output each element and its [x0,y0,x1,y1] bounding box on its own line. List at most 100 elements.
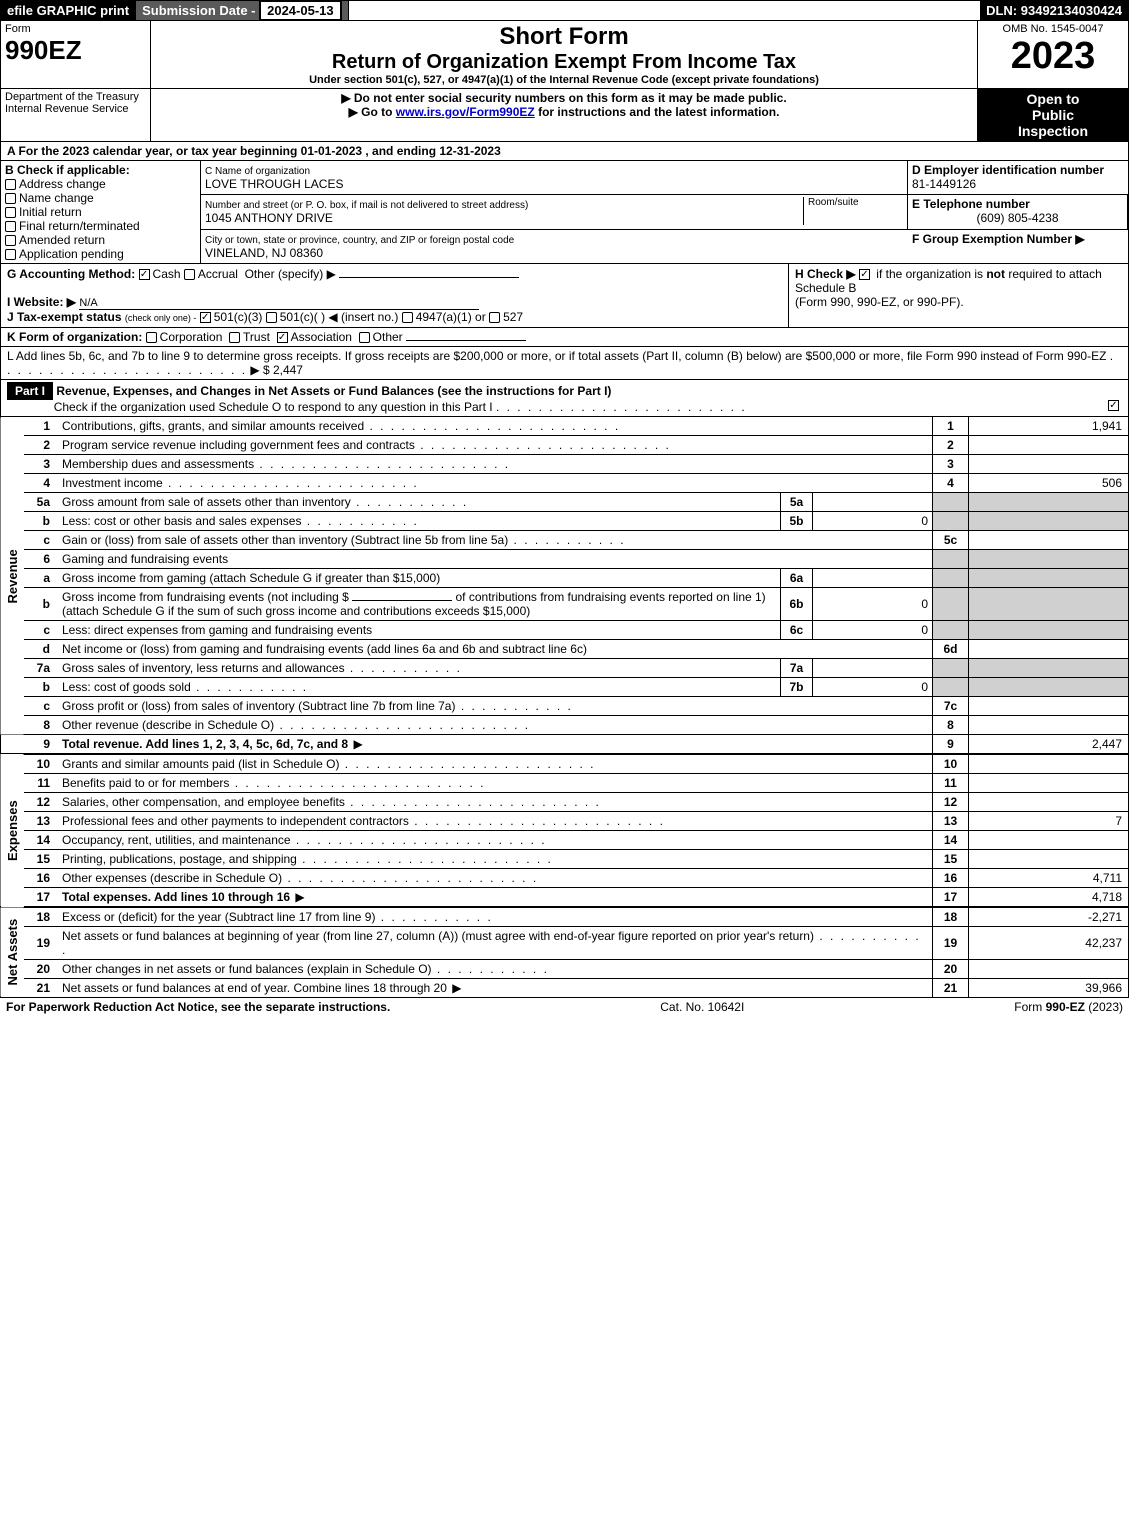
section-bcd: B Check if applicable: Address change Na… [0,161,1129,264]
section-g: G Accounting Method: Cash Accrual Other … [1,264,788,327]
checkbox-schedule-b-not-required[interactable] [859,269,870,280]
omb-number: OMB No. 1545-0047 [982,23,1124,35]
checkbox-527[interactable] [489,312,500,323]
checkbox-initial-return[interactable] [5,207,16,218]
checkbox-accrual[interactable] [184,269,195,280]
checkbox-association[interactable] [277,332,288,343]
table-row: c Gross profit or (loss) from sales of i… [1,697,1129,716]
table-row: 17 Total expenses. Add lines 10 through … [1,888,1129,908]
top-bar: efile GRAPHIC print Submission Date - 20… [0,0,1129,21]
goto-line: ▶ Go to www.irs.gov/Form990EZ for instru… [155,105,973,119]
dln: DLN: 93492134030424 [980,1,1128,20]
line-6d-value [969,640,1129,659]
table-row: a Gross income from gaming (attach Sched… [1,569,1129,588]
section-d: D Employer identification number 81-1449… [908,161,1128,195]
line-2-value [969,436,1129,455]
room-suite: Room/suite [803,197,903,225]
other-org-input[interactable] [406,340,526,341]
checkbox-4947[interactable] [402,312,413,323]
gross-receipts: ▶ $ 2,447 [250,363,303,377]
line-20-value [969,960,1129,979]
table-row: Revenue 1 Contributions, gifts, grants, … [1,417,1129,436]
table-row: c Less: direct expenses from gaming and … [1,621,1129,640]
instructions-cell: ▶ Do not enter social security numbers o… [151,89,978,142]
line-13-value: 7 [969,812,1129,831]
checkbox-cash[interactable] [139,269,150,280]
line-7c-value [969,697,1129,716]
line-6b-contrib-input[interactable] [352,600,452,601]
submission-date-value: 2024-05-13 [259,0,342,21]
c-address: Number and street (or P. O. box, if mail… [201,195,908,229]
line-3-value [969,455,1129,474]
table-row: 14 Occupancy, rent, utilities, and maint… [1,831,1129,850]
line-4-value: 506 [969,474,1129,493]
org-city: VINELAND, NJ 08360 [205,246,323,260]
table-row: 5a Gross amount from sale of assets othe… [1,493,1129,512]
ssn-warning: ▶ Do not enter social security numbers o… [155,91,973,105]
section-gh: G Accounting Method: Cash Accrual Other … [0,264,1129,328]
part-1-title: Revenue, Expenses, and Changes in Net As… [56,384,611,398]
org-address: 1045 ANTHONY DRIVE [205,211,333,225]
tax-exempt-label: J Tax-exempt status [7,310,122,324]
checkbox-corporation[interactable] [146,332,157,343]
section-b: B Check if applicable: Address change Na… [1,161,201,264]
line-17-value: 4,718 [969,888,1129,908]
table-row: Net Assets 18 Excess or (deficit) for th… [1,907,1129,927]
paperwork-notice: For Paperwork Reduction Act Notice, see … [6,1000,390,1014]
efile-print[interactable]: efile GRAPHIC print [1,1,136,20]
line-18-value: -2,271 [969,907,1129,927]
form-header: Form 990EZ Short Form Return of Organiza… [0,21,1129,142]
table-row: 12 Salaries, other compensation, and emp… [1,793,1129,812]
line-14-value [969,831,1129,850]
table-row: b Less: cost of goods sold 7b 0 [1,678,1129,697]
checkbox-501c3[interactable] [200,312,211,323]
checkbox-501c[interactable] [266,312,277,323]
short-form-title: Short Form [155,23,973,51]
checkbox-final-return[interactable] [5,221,16,232]
table-row: 7a Gross sales of inventory, less return… [1,659,1129,678]
section-k: K Form of organization: Corporation Trus… [0,328,1129,347]
page-footer: For Paperwork Reduction Act Notice, see … [0,998,1129,1016]
table-row: 8 Other revenue (describe in Schedule O)… [1,716,1129,735]
part-1-header: Part I Revenue, Expenses, and Changes in… [0,380,1129,417]
line-9-value: 2,447 [969,735,1129,755]
checkbox-application-pending[interactable] [5,249,16,260]
line-5b-value: 0 [813,512,933,531]
checkbox-other-org[interactable] [359,332,370,343]
checkbox-amended-return[interactable] [5,235,16,246]
table-row: 19 Net assets or fund balances at beginn… [1,927,1129,960]
subtitle: Under section 501(c), 527, or 4947(a)(1)… [155,74,973,86]
table-row: 2 Program service revenue including gove… [1,436,1129,455]
c-name: C Name of organization LOVE THROUGH LACE… [201,161,908,195]
other-specify-input[interactable] [339,277,519,278]
table-row: 13 Professional fees and other payments … [1,812,1129,831]
line-19-value: 42,237 [969,927,1129,960]
checkbox-schedule-o-part1[interactable] [1108,400,1119,411]
revenue-side-label: Revenue [1,417,25,735]
irs-link[interactable]: www.irs.gov/Form990EZ [396,105,535,119]
form-number-cell: Form 990EZ [1,21,151,89]
table-row: c Gain or (loss) from sale of assets oth… [1,531,1129,550]
phone-value: (609) 805-4238 [912,211,1123,225]
table-row: b Gross income from fundraising events (… [1,588,1129,621]
ein-value: 81-1449126 [912,177,976,191]
line-16-value: 4,711 [969,869,1129,888]
table-row: b Less: cost or other basis and sales ex… [1,512,1129,531]
checkbox-trust[interactable] [229,332,240,343]
line-6c-value: 0 [813,621,933,640]
section-h: H Check ▶ if the organization is not req… [788,264,1128,327]
submission-date-label: Submission Date - 2024-05-13 [136,1,349,20]
checkbox-address-change[interactable] [5,179,16,190]
section-l: L Add lines 5b, 6c, and 7b to line 9 to … [0,347,1129,380]
website-label: I Website: ▶ [7,295,76,309]
checkbox-name-change[interactable] [5,193,16,204]
return-title: Return of Organization Exempt From Incom… [155,51,973,74]
table-row: d Net income or (loss) from gaming and f… [1,640,1129,659]
line-10-value [969,754,1129,774]
phone-label: E Telephone number [912,197,1030,211]
line-1-value: 1,941 [969,417,1129,436]
part-1-label: Part I [7,382,53,400]
org-name: LOVE THROUGH LACES [205,177,343,191]
line-5c-value [969,531,1129,550]
table-row: 4 Investment income 4 506 [1,474,1129,493]
